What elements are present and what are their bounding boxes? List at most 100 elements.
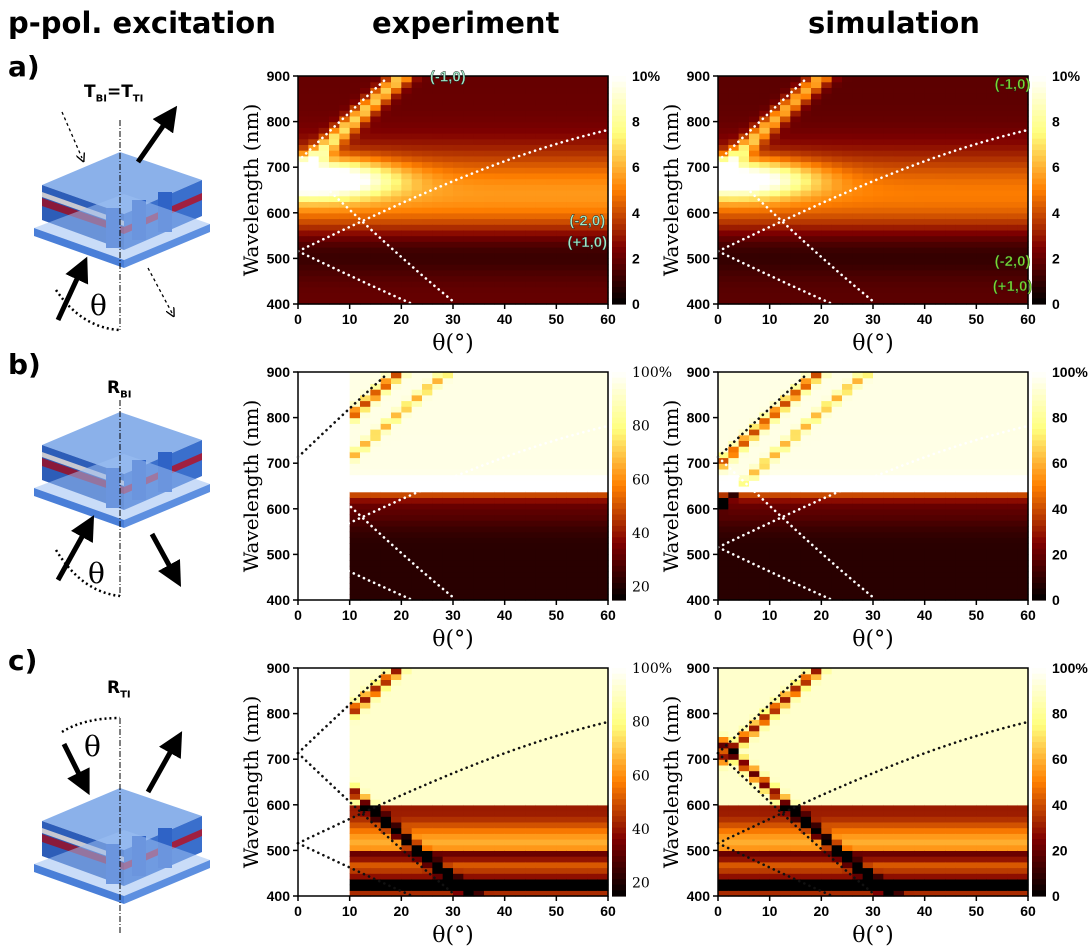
- y-tick-label: 700: [687, 159, 711, 175]
- colorbar-segment: [612, 451, 626, 459]
- heatmap-cell: [566, 582, 578, 590]
- condition-label-b: RBI: [107, 378, 131, 400]
- heatmap-cell: [349, 172, 361, 180]
- heatmap-cell: [556, 411, 568, 419]
- heatmap-cell: [986, 178, 998, 185]
- heatmap-cell: [515, 144, 526, 151]
- heatmap-cell: [780, 377, 791, 384]
- heatmap-cell: [298, 281, 309, 288]
- heatmap-cell: [935, 161, 946, 168]
- colorbar-segment: [612, 446, 626, 453]
- heatmap-cell: [370, 98, 382, 106]
- heatmap-cell: [862, 184, 874, 191]
- heatmap-cell: [597, 394, 609, 402]
- heatmap-cell: [473, 429, 485, 436]
- heatmap-cell: [432, 400, 444, 407]
- heatmap-cell: [401, 417, 413, 424]
- heatmap-cell: [463, 76, 475, 83]
- heatmap-cell: [349, 451, 361, 459]
- heatmap-cell: [749, 423, 760, 430]
- heatmap-cell: [831, 497, 843, 504]
- y-axis-label: Wavelength (nm): [239, 104, 263, 277]
- heatmap-cell: [370, 588, 382, 595]
- heatmap-cell: [780, 560, 791, 567]
- heatmap-cell: [759, 468, 771, 476]
- heatmap-cell: [391, 525, 402, 533]
- heatmap-cell: [831, 207, 843, 214]
- heatmap-cell: [535, 497, 547, 504]
- heatmap-cell: [463, 184, 475, 191]
- heatmap-cell: [546, 400, 557, 407]
- heatmap-cell: [401, 514, 413, 521]
- heatmap-cell: [749, 235, 760, 242]
- heatmap-cell: [738, 224, 750, 231]
- y-tick-label: 500: [687, 546, 711, 562]
- heatmap-cell: [401, 389, 413, 396]
- heatmap-cell: [852, 241, 864, 248]
- heatmap-cell: [422, 81, 433, 88]
- heatmap-cell: [546, 429, 557, 436]
- colorbar-segment: [612, 87, 626, 94]
- heatmap-cell: [800, 389, 812, 396]
- heatmap-cell: [955, 167, 967, 174]
- heatmap-cell: [535, 172, 547, 180]
- heatmap-cell: [976, 150, 988, 157]
- heatmap-cell: [914, 93, 926, 100]
- heatmap-cell: [370, 207, 382, 214]
- heatmap-cell: [442, 76, 454, 83]
- heatmap-cell: [525, 218, 537, 225]
- heatmap-cell: [566, 195, 578, 202]
- heatmap-cell: [883, 133, 895, 140]
- colorbar-segment: [1032, 411, 1046, 419]
- heatmap-cell: [411, 224, 423, 231]
- heatmap-cell: [997, 577, 1008, 584]
- heatmap-cell: [566, 389, 578, 396]
- heatmap-cell: [924, 258, 936, 265]
- heatmap-cell: [862, 87, 874, 94]
- heatmap-cell: [904, 468, 915, 476]
- heatmap-cell: [800, 377, 812, 384]
- heatmap-cell: [1017, 543, 1029, 550]
- heatmap-cell: [360, 417, 371, 424]
- heatmap-cell: [914, 115, 926, 123]
- heatmap-cell: [986, 423, 998, 430]
- heatmap-cell: [935, 417, 946, 424]
- heatmap-cell: [411, 548, 423, 555]
- heatmap-cell: [1007, 434, 1019, 441]
- heatmap-cell: [349, 890, 361, 897]
- heatmap-cell: [401, 429, 413, 436]
- heatmap-cell: [904, 531, 915, 538]
- heatmap-cell: [442, 520, 454, 527]
- heatmap-cell: [769, 491, 781, 498]
- heatmap-cell: [463, 212, 475, 220]
- heatmap-cell: [718, 229, 729, 237]
- heatmap-cell: [484, 582, 495, 590]
- heatmap-cell: [718, 588, 729, 595]
- heatmap-cell: [780, 514, 791, 521]
- heatmap-cell: [800, 224, 812, 231]
- colorbar-segment: [612, 480, 626, 487]
- heatmap-cell: [862, 212, 874, 220]
- heatmap-cell: [442, 172, 454, 180]
- heatmap-cell: [924, 411, 936, 419]
- heatmap-cell: [587, 298, 599, 305]
- heatmap-cell: [749, 110, 760, 117]
- heatmap-cell: [728, 252, 740, 259]
- heatmap-cell: [422, 463, 433, 470]
- heatmap-cell: [484, 281, 495, 288]
- heatmap-cell: [546, 281, 557, 288]
- heatmap-cell: [924, 178, 936, 185]
- heatmap-cell: [924, 537, 936, 544]
- heatmap-cell: [966, 133, 977, 140]
- heatmap-cell: [453, 571, 464, 578]
- heatmap-cell: [728, 93, 740, 100]
- heatmap-cell: [935, 537, 946, 544]
- heatmap-cell: [556, 87, 568, 94]
- heatmap-cell: [494, 497, 506, 504]
- heatmap-cell: [494, 417, 506, 424]
- heatmap-cell: [473, 560, 485, 567]
- heatmap-cell: [893, 241, 905, 248]
- heatmap-cell: [821, 184, 833, 191]
- heatmap-cell: [873, 178, 884, 185]
- heatmap-cell: [411, 514, 423, 521]
